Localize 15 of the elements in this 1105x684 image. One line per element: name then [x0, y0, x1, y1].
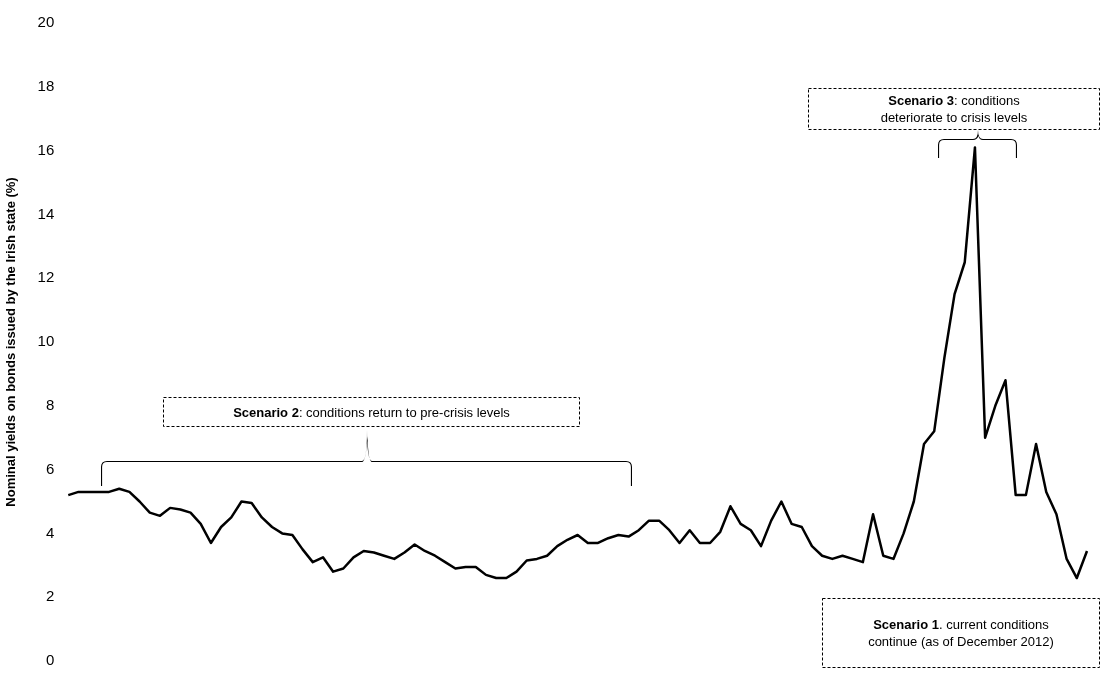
annotation: Scenario 1. current conditions continue (as of December 2012): [868, 617, 1054, 649]
y-tick-label: 12: [37, 268, 55, 286]
y-tick-label: 14: [37, 204, 55, 222]
y-tick-label: 18: [37, 76, 55, 94]
y-tick-label: 8: [45, 395, 55, 413]
annotation: Scenario 2: conditions return to pre-crisis levels: [233, 404, 510, 420]
y-axis-title: Nominal yields on bonds issued by the Irish state (%): [3, 177, 19, 507]
y-tick-label: 20: [37, 13, 55, 31]
y-tick-label: 10: [37, 332, 55, 350]
y-tick-label: 16: [37, 140, 55, 158]
y-tick-label: 2: [45, 587, 55, 605]
y-tick-label: 4: [45, 523, 55, 541]
annotation: Scenario 3: conditions deteriorate to crisis levels: [880, 93, 1028, 125]
y-tick-label: 6: [45, 459, 55, 477]
y-tick-label: 0: [45, 651, 55, 669]
